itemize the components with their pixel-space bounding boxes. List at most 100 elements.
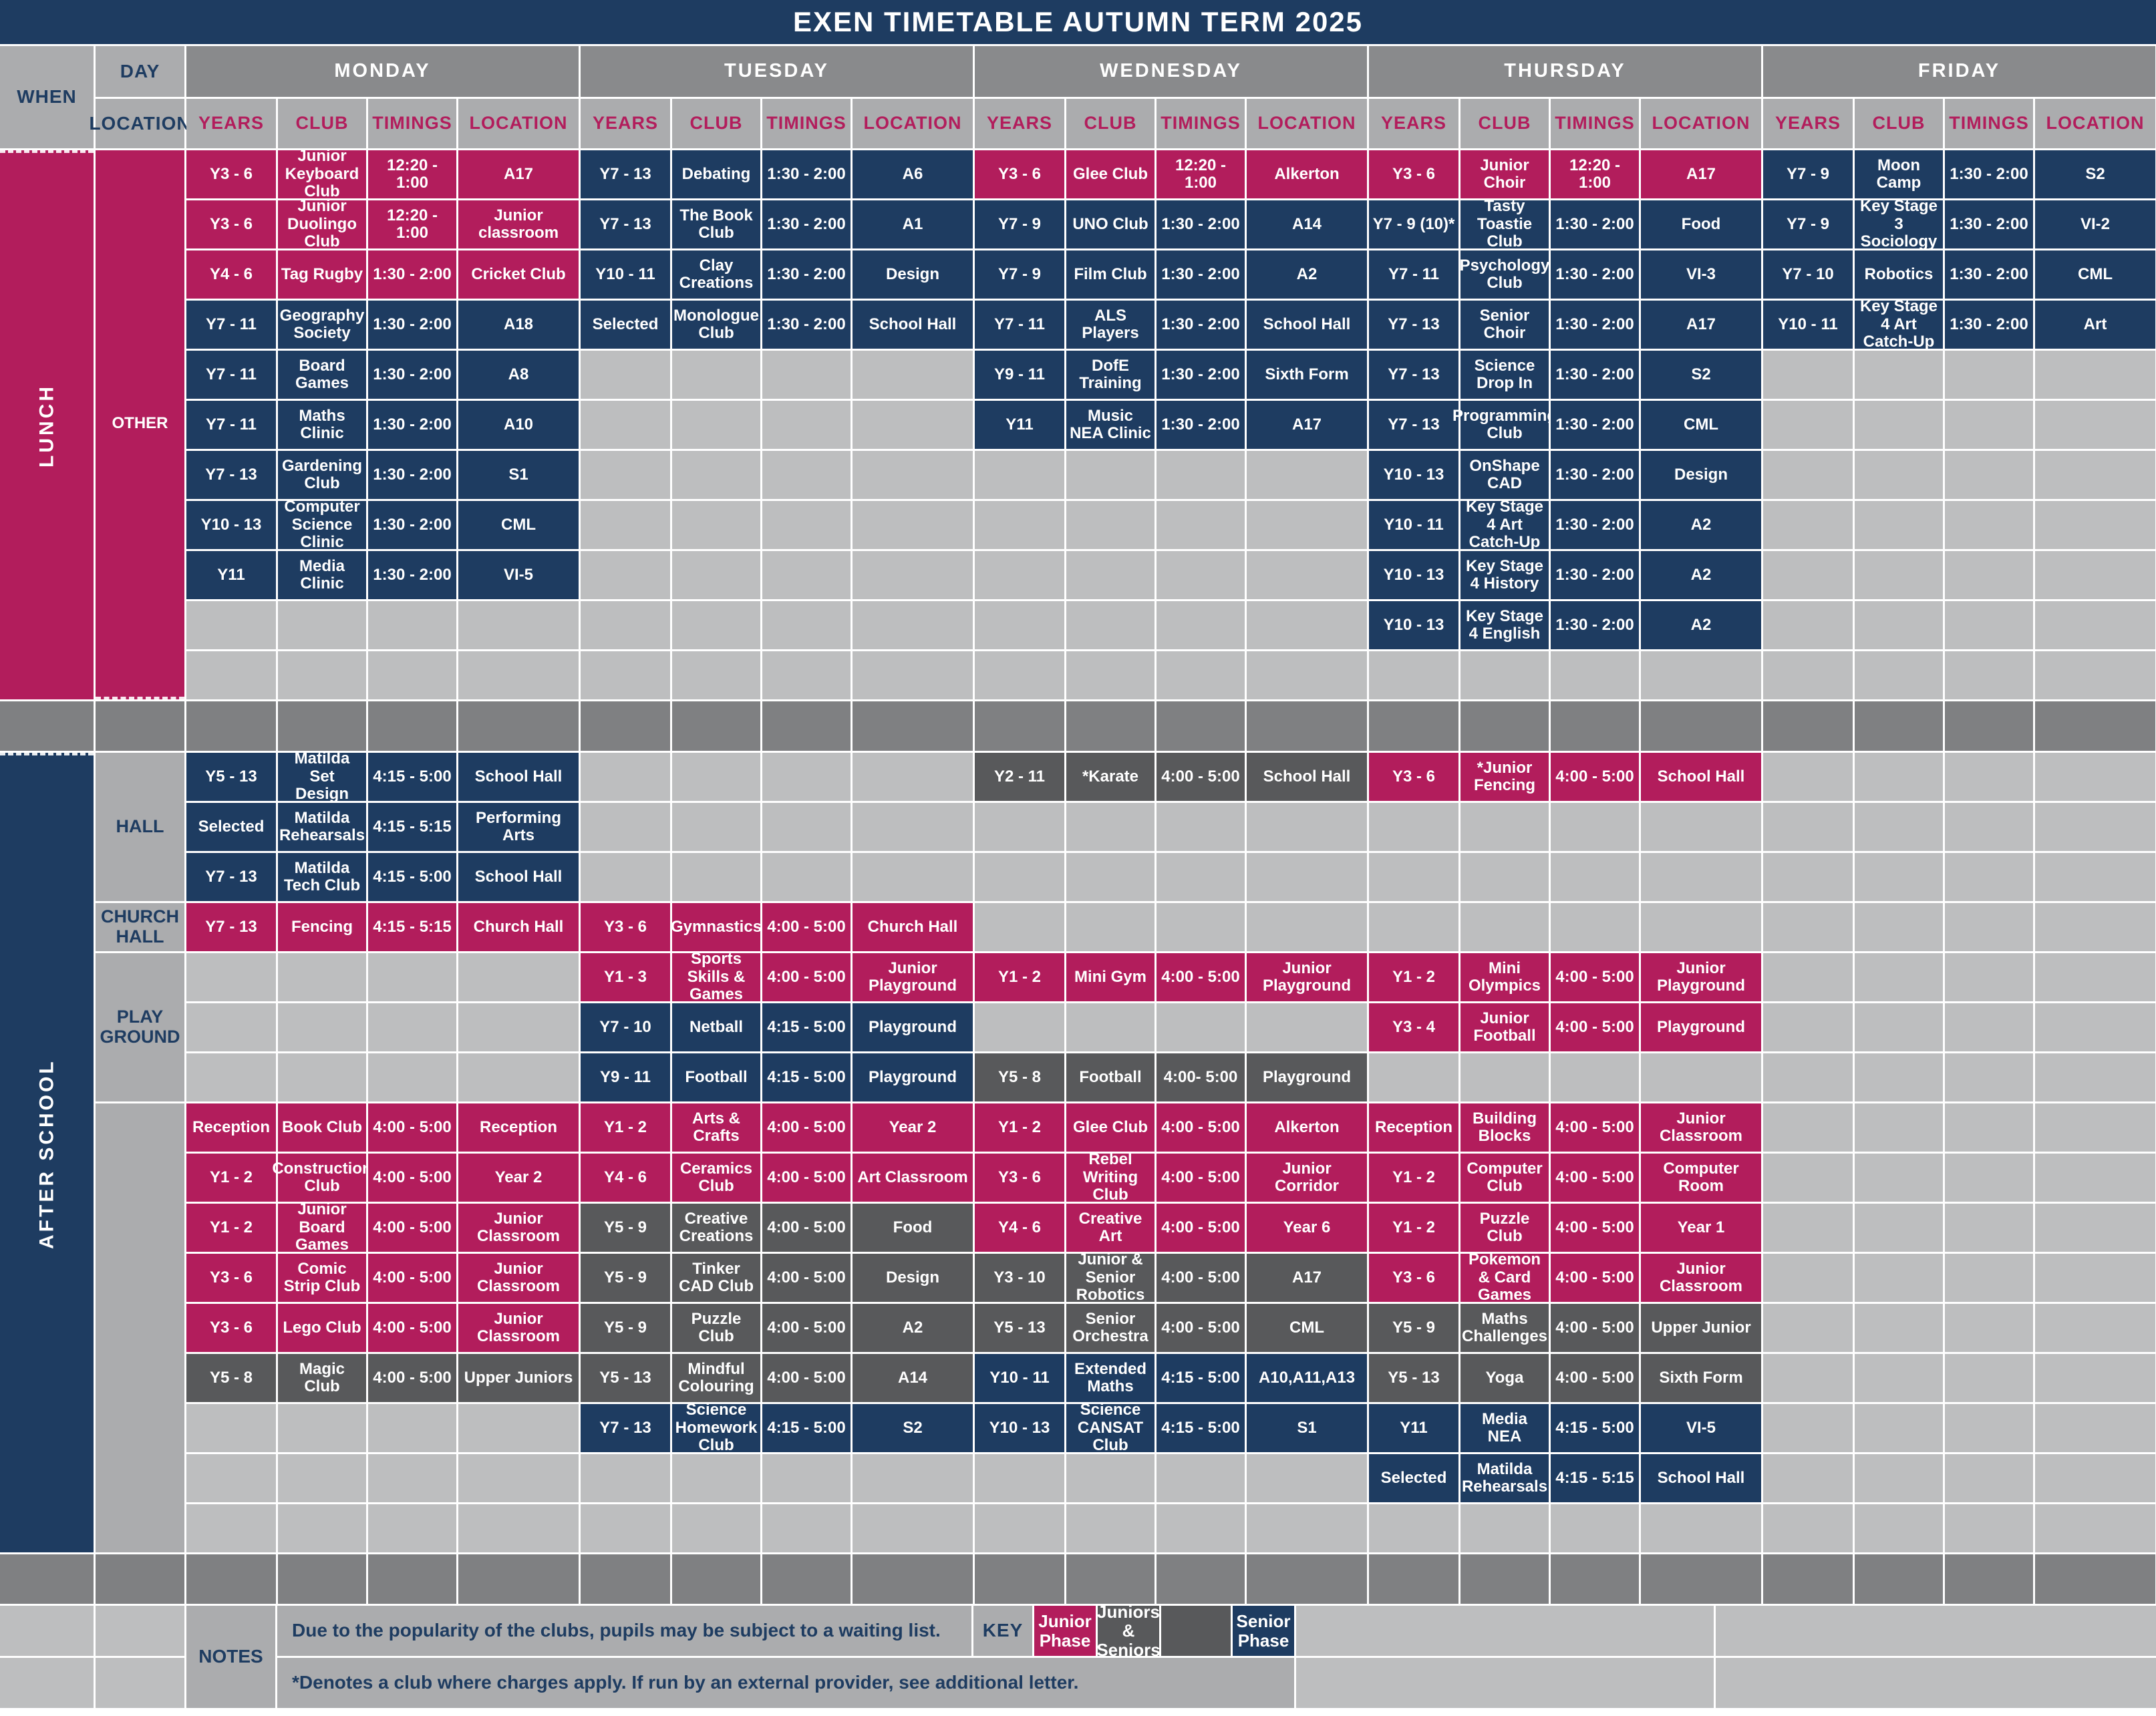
subheader-years-tuesday: YEARS — [581, 99, 670, 148]
after-school-section-grid: AFTER SCHOOL HALL CHURCH HALL PLAY GROUND Y5… — [0, 750, 2156, 1552]
empty-cell-after-school-day3-r15-location — [1641, 1504, 1761, 1552]
empty-cell-lunch-day2-r7-timings — [1157, 501, 1245, 549]
cell-lunch-day4-r1-timings: 1:30 - 2:00 — [1945, 200, 2033, 248]
empty-cell-after-school-day3-r2-years — [1369, 853, 1458, 901]
empty-cell-after-school-day4-r2-location — [2035, 853, 2155, 901]
separator-cell — [458, 701, 579, 751]
separator-cell — [1855, 701, 1943, 751]
separator-cell — [1157, 1554, 1245, 1604]
cell-after-school-day0-r3-club: Fencing — [278, 903, 366, 951]
empty-cell-after-school-day4-r2-timings — [1945, 853, 2033, 901]
cell-lunch-day4-r0-club: Moon Camp — [1855, 150, 1943, 198]
cell-after-school-day1-r8-years: Y4 - 6 — [581, 1154, 670, 1202]
empty-cell-after-school-day1-r2-timings — [762, 853, 851, 901]
empty-cell-after-school-day1-r1-location — [853, 803, 973, 851]
empty-cell-after-school-day4-r12-years — [1763, 1354, 1853, 1402]
empty-cell-after-school-day2-r2-club — [1066, 853, 1154, 901]
empty-cell-lunch-day4-r4-years — [1763, 351, 1853, 399]
cell-lunch-day1-r3-club: Monologue Club — [672, 301, 760, 349]
empty-cell-after-school-day1-r2-location — [853, 853, 973, 901]
empty-cell-after-school-day0-r14-club — [278, 1454, 366, 1502]
cell-lunch-day4-r3-location: Art — [2035, 301, 2155, 349]
cell-lunch-day1-r1-timings: 1:30 - 2:00 — [762, 200, 851, 248]
empty-cell-lunch-day3-r10-club — [1460, 651, 1549, 699]
cell-lunch-day3-r4-club: Science Drop In — [1460, 351, 1549, 399]
cell-after-school-day2-r13-years: Y10 - 13 — [975, 1404, 1064, 1452]
cell-after-school-day0-r2-timings: 4:15 - 5:00 — [368, 853, 456, 901]
location-group-unlabelled — [96, 1103, 184, 1552]
location-group-church-hall: CHURCH HALL — [96, 903, 184, 951]
empty-cell-lunch-day1-r4-timings — [762, 351, 851, 399]
cell-lunch-day2-r4-timings: 1:30 - 2:00 — [1157, 351, 1245, 399]
empty-cell-lunch-day4-r8-timings — [1945, 551, 2033, 599]
cell-after-school-day0-r1-club: Matilda Rehearsals — [278, 803, 366, 851]
empty-cell-after-school-day1-r15-years — [581, 1504, 670, 1552]
cell-after-school-day1-r10-club: Tinker CAD Club — [672, 1254, 760, 1302]
cell-after-school-day2-r8-location: Junior Corridor — [1247, 1154, 1367, 1202]
cell-lunch-day3-r7-years: Y10 - 11 — [1369, 501, 1458, 549]
empty-cell-after-school-day4-r9-timings — [1945, 1204, 2033, 1252]
cell-after-school-day2-r10-years: Y3 - 10 — [975, 1254, 1064, 1302]
separator-cell — [581, 1554, 670, 1604]
empty-cell-lunch-day0-r10-timings — [368, 651, 456, 699]
empty-cell-after-school-day0-r6-location — [458, 1053, 579, 1101]
cell-lunch-day0-r1-location: Junior classroom — [458, 200, 579, 248]
cell-after-school-day0-r3-timings: 4:15 - 5:15 — [368, 903, 456, 951]
day-header-tuesday: TUESDAY — [581, 46, 973, 97]
cell-after-school-day1-r6-club: Football — [672, 1053, 760, 1101]
cell-lunch-day0-r6-years: Y7 - 13 — [186, 451, 276, 499]
cell-after-school-day3-r4-years: Y1 - 2 — [1369, 953, 1458, 1001]
empty-cell-lunch-day1-r10-timings — [762, 651, 851, 699]
empty-cell-after-school-day2-r1-timings — [1157, 803, 1245, 851]
empty-cell-lunch-day1-r4-club — [672, 351, 760, 399]
cell-after-school-day3-r4-location: Junior Playground — [1641, 953, 1761, 1001]
empty-cell-after-school-day2-r14-timings — [1157, 1454, 1245, 1502]
empty-cell-lunch-day4-r5-location — [2035, 401, 2155, 449]
header-grid: WHEN DAY LOCATION MONDAY YEARS CLUB TIMINGS… — [0, 46, 2156, 148]
cell-lunch-day2-r2-years: Y7 - 9 — [975, 250, 1064, 299]
cell-lunch-day0-r7-timings: 1:30 - 2:00 — [368, 501, 456, 549]
cell-lunch-day2-r5-location: A17 — [1247, 401, 1367, 449]
cell-after-school-day2-r11-club: Senior Orchestra — [1066, 1304, 1154, 1352]
empty-cell-lunch-day4-r9-timings — [1945, 601, 2033, 649]
cell-lunch-day3-r3-club: Senior Choir — [1460, 301, 1549, 349]
cell-after-school-day2-r4-timings: 4:00 - 5:00 — [1157, 953, 1245, 1001]
empty-cell-after-school-day2-r3-club — [1066, 903, 1154, 951]
cell-after-school-day2-r13-location: S1 — [1247, 1404, 1367, 1452]
empty-cell-lunch-day4-r9-location — [2035, 601, 2155, 649]
cell-after-school-day3-r7-club: Building Blocks — [1460, 1103, 1549, 1152]
empty-cell-lunch-day4-r8-club — [1855, 551, 1943, 599]
cell-lunch-day0-r2-location: Cricket Club — [458, 250, 579, 299]
cell-after-school-day3-r13-club: Media NEA — [1460, 1404, 1549, 1452]
empty-cell-after-school-day0-r14-years — [186, 1454, 276, 1502]
cell-after-school-day1-r11-club: Puzzle Club — [672, 1304, 760, 1352]
cell-lunch-day3-r0-location: A17 — [1641, 150, 1761, 198]
cell-after-school-day0-r12-club: Magic Club — [278, 1354, 366, 1402]
empty-cell-after-school-day4-r11-location — [2035, 1304, 2155, 1352]
separator-cell — [1551, 1554, 1639, 1604]
cell-after-school-day2-r11-timings: 4:00 - 5:00 — [1157, 1304, 1245, 1352]
cell-lunch-day1-r3-years: Selected — [581, 301, 670, 349]
empty-cell-after-school-day3-r6-years — [1369, 1053, 1458, 1101]
empty-cell-after-school-day4-r1-years — [1763, 803, 1853, 851]
cell-after-school-day3-r5-timings: 4:00 - 5:00 — [1551, 1003, 1639, 1051]
empty-cell-after-school-day4-r6-location — [2035, 1053, 2155, 1101]
empty-cell-after-school-day4-r7-timings — [1945, 1103, 2033, 1152]
cell-after-school-day3-r7-years: Reception — [1369, 1103, 1458, 1152]
empty-cell-after-school-day4-r5-timings — [1945, 1003, 2033, 1051]
cell-after-school-day0-r7-club: Book Club — [278, 1103, 366, 1152]
empty-cell-after-school-day1-r15-club — [672, 1504, 760, 1552]
separator-cell — [96, 1554, 184, 1604]
cell-lunch-day0-r5-location: A10 — [458, 401, 579, 449]
cell-lunch-day0-r8-timings: 1:30 - 2:00 — [368, 551, 456, 599]
cell-lunch-day4-r2-club: Robotics — [1855, 250, 1943, 299]
cell-after-school-day1-r10-location: Design — [853, 1254, 973, 1302]
subheader-club-monday: CLUB — [278, 99, 366, 148]
subheader-years-monday: YEARS — [186, 99, 276, 148]
empty-cell-after-school-day4-r5-years — [1763, 1003, 1853, 1051]
empty-cell-after-school-day1-r1-timings — [762, 803, 851, 851]
empty-cell-after-school-day0-r13-timings — [368, 1404, 456, 1452]
cell-lunch-day3-r2-club: Psychology Club — [1460, 250, 1549, 299]
separator-row-1 — [0, 701, 2156, 751]
cell-after-school-day2-r9-location: Year 6 — [1247, 1204, 1367, 1252]
